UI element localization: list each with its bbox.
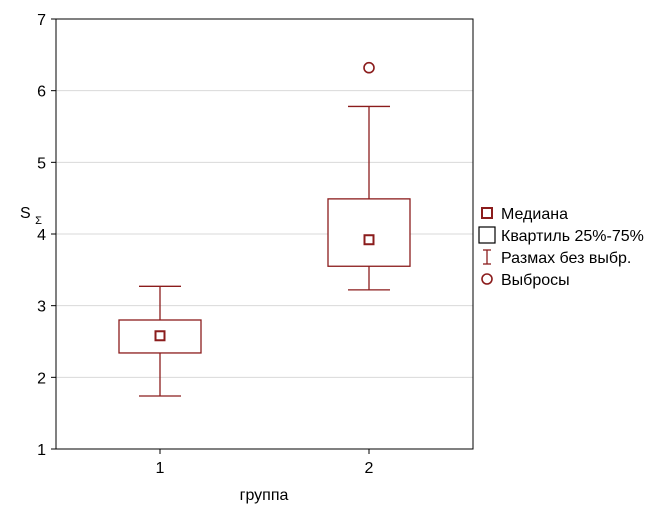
legend-outlier-icon <box>481 273 493 285</box>
y-tick-label: 5 <box>37 155 46 172</box>
legend-box-icon <box>478 226 496 244</box>
outlier-marker <box>363 61 375 74</box>
grid-lines <box>56 90 473 378</box>
x-axis-title: группа <box>240 487 289 504</box>
legend-label: Размах без выбр. <box>501 250 631 267</box>
legend: Медиана Квартиль 25%-75% Размах без выбр. В… <box>478 206 644 289</box>
quartile-box <box>327 198 411 267</box>
legend-label: Выбросы <box>501 272 570 289</box>
y-axis-ticks: 1 2 3 4 5 6 7 <box>37 12 56 459</box>
y-axis-title: S Σ <box>20 205 42 227</box>
x-tick-label: 2 <box>365 460 374 477</box>
legend-item-outlier: Выбросы <box>481 272 570 289</box>
y-tick-label: 2 <box>37 370 46 387</box>
median-marker <box>363 234 375 246</box>
y-tick-label: 3 <box>37 299 46 316</box>
legend-median-icon <box>481 207 493 219</box>
median-marker <box>154 330 166 342</box>
y-tick-label: 4 <box>37 227 46 244</box>
y-tick-label: 7 <box>37 12 46 29</box>
x-tick-label: 1 <box>156 460 165 477</box>
quartile-box <box>118 319 202 354</box>
y-tick-label: 1 <box>37 442 46 459</box>
legend-item-box: Квартиль 25%-75% <box>478 226 644 245</box>
plot-area <box>118 61 411 397</box>
legend-label: Медиана <box>501 206 568 223</box>
legend-item-whisker: Размах без выбр. <box>483 249 631 267</box>
box-group-1 <box>118 285 202 397</box>
y-tick-label: 6 <box>37 84 46 101</box>
legend-item-median: Медиана <box>481 206 568 223</box>
legend-whisker-icon <box>483 249 491 265</box>
y-axis-title-subscript: Σ <box>35 215 42 227</box>
box-group-2 <box>327 61 411 291</box>
y-axis-title-main: S <box>20 205 31 222</box>
legend-label: Квартиль 25%-75% <box>501 228 644 245</box>
